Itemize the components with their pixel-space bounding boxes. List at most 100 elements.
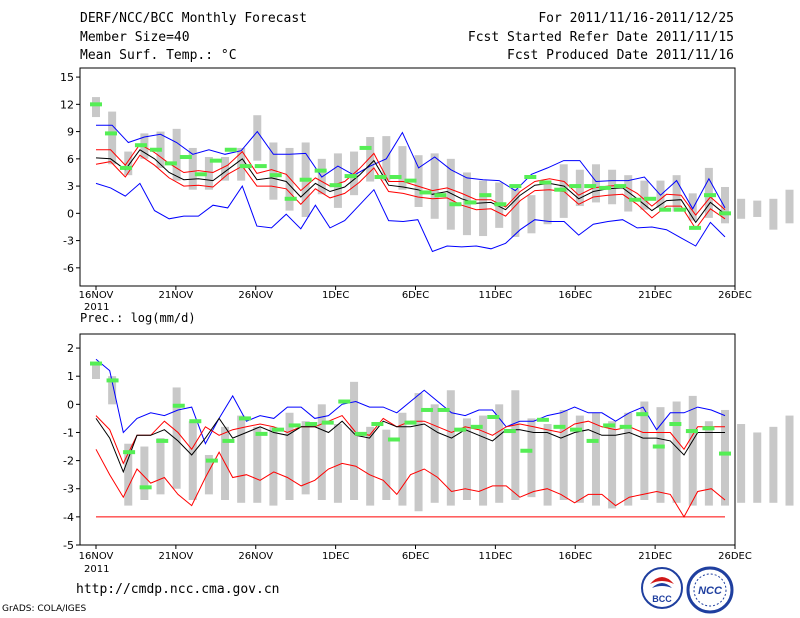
temp-year-label: 2011 <box>84 302 109 313</box>
prec-series-max <box>95 358 726 445</box>
prec-range-box <box>269 426 278 506</box>
prec-ytick-label: -4 <box>63 511 74 524</box>
temp-member-mark <box>239 164 252 169</box>
temp-series-lower <box>95 154 726 230</box>
prec-range-box <box>575 415 584 503</box>
prec-member-mark <box>172 403 185 408</box>
temp-member-mark <box>689 225 702 230</box>
forecast-start: Fcst Started Refer Date 2011/11/15 <box>467 30 734 45</box>
prec-ytick-label: -5 <box>63 539 74 552</box>
temp-xtick-label: 11DEC <box>479 290 513 301</box>
temp-member-mark <box>479 193 492 198</box>
prec-member-mark <box>387 437 400 442</box>
temp-member-mark <box>329 183 342 188</box>
prec-range-box <box>253 426 262 503</box>
prec-member-mark <box>238 416 251 421</box>
prec-range-box <box>124 443 133 506</box>
temp-member-mark <box>674 207 687 212</box>
prec-member-mark <box>553 424 566 429</box>
prec-xtick-label: 21NOV <box>159 551 194 562</box>
temp-ytick-label: 15 <box>60 71 74 84</box>
prec-range-box <box>624 412 633 506</box>
temp-range-box <box>608 169 617 205</box>
prec-member-mark <box>354 431 367 436</box>
prec-member-mark <box>619 424 632 429</box>
temp-member-mark <box>719 211 731 216</box>
temp-range-box <box>527 195 536 234</box>
temp-member-mark <box>524 175 537 179</box>
prec-member-mark <box>536 417 549 422</box>
temp-xtick-label: 16DEC <box>558 290 592 301</box>
temp-member-mark <box>119 165 132 170</box>
prec-xtick-label: 16NOV <box>79 551 114 562</box>
prec-member-mark <box>454 427 467 432</box>
prec-member-mark <box>272 427 285 432</box>
prec-range-box <box>640 401 649 500</box>
prec-range-box <box>721 409 729 506</box>
prec-ytick-label: 1 <box>67 370 74 383</box>
ncc-logo: NCC <box>686 566 734 614</box>
prec-range-box <box>785 415 794 506</box>
prec-range-box <box>704 421 713 506</box>
bcc-logo-text: BCC <box>652 594 672 604</box>
temp-range-box <box>204 157 213 190</box>
prec-range-box <box>543 424 552 506</box>
temp-range-box <box>785 189 794 224</box>
temp-member-mark <box>599 185 612 190</box>
prec-member-mark <box>636 412 649 417</box>
temp-member-mark <box>539 180 552 185</box>
forecast-period: For 2011/11/16-2011/12/25 <box>538 11 734 26</box>
temp-member-mark <box>359 145 372 150</box>
prec-member-mark <box>570 427 583 432</box>
prec-range-box <box>656 407 665 503</box>
temp-member-mark <box>389 175 402 179</box>
temp-range-box <box>753 200 762 217</box>
temp-member-mark <box>224 147 237 152</box>
prec-range-box <box>769 426 778 503</box>
temp-range-box <box>253 115 262 161</box>
prec-year-label: 2011 <box>84 564 109 575</box>
temp-range-box <box>737 198 746 219</box>
prec-range-box <box>140 446 149 500</box>
temp-member-mark <box>314 168 327 173</box>
prec-range-box <box>301 421 310 495</box>
prec-ytick-label: 0 <box>67 398 74 411</box>
temp-xtick-label: 26NOV <box>238 290 273 301</box>
temp-series-max <box>96 124 726 210</box>
temp-member-mark <box>404 178 417 183</box>
temp-range-box <box>672 175 681 212</box>
temp-range-box <box>640 180 649 210</box>
temp-range-box <box>221 157 230 181</box>
prec-range-box <box>414 393 423 512</box>
temp-range-box <box>688 193 697 221</box>
temp-range-box <box>414 155 423 207</box>
prec-member-mark <box>371 422 384 427</box>
temp-member-mark <box>629 197 642 202</box>
temp-range-box <box>398 146 407 190</box>
temp-member-mark <box>104 131 117 136</box>
prec-range-box <box>156 438 165 495</box>
temp-member-mark <box>254 164 267 169</box>
prec-ytick-label: -2 <box>63 455 74 468</box>
prec-range-box <box>430 404 439 503</box>
temp-range-box <box>656 180 665 208</box>
temp-member-mark <box>164 161 177 166</box>
prec-member-mark <box>205 458 218 463</box>
prec-ytick-label: -1 <box>63 426 74 439</box>
temp-member-mark <box>584 184 597 189</box>
temp-range-box <box>269 142 278 200</box>
temp-range-box <box>511 188 520 237</box>
prec-member-mark <box>669 422 682 427</box>
prec-xtick-label: 26DEC <box>718 551 752 562</box>
temp-range-box <box>721 186 729 224</box>
temp-ytick-label: -6 <box>63 262 74 275</box>
temp-member-mark <box>149 147 162 152</box>
prec-member-mark <box>321 420 334 425</box>
temp-range-box <box>285 147 294 211</box>
prec-ytick-label: -3 <box>63 483 74 496</box>
temp-range-box <box>108 111 117 165</box>
source-url[interactable]: http://cmdp.ncc.cma.gov.cn <box>76 582 280 597</box>
prec-member-mark <box>487 414 500 419</box>
prec-range-box <box>108 376 117 405</box>
